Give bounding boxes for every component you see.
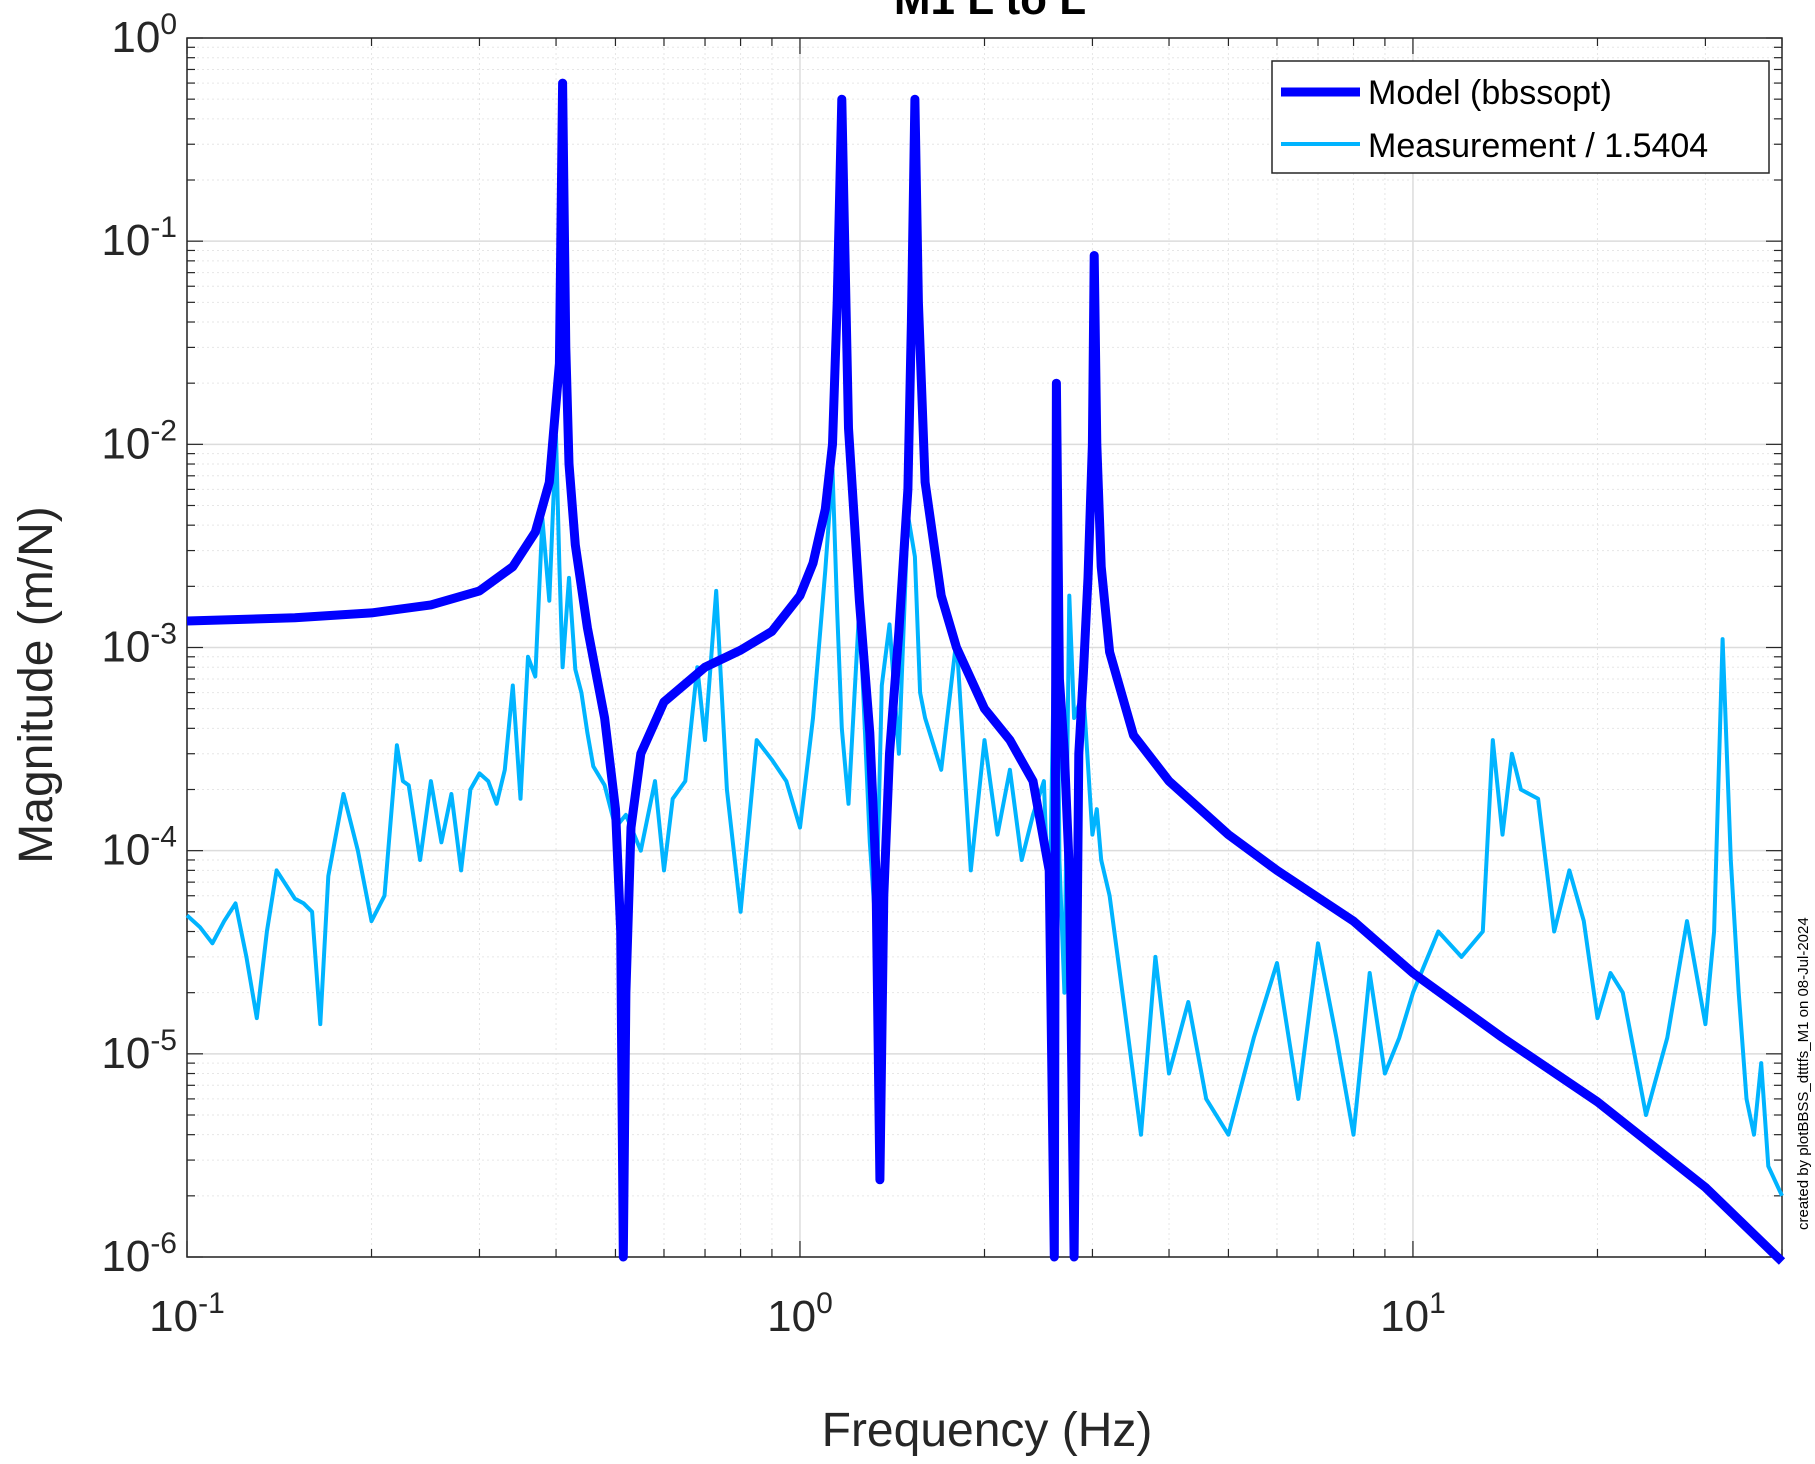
- series-line-measurement: [185, 433, 1784, 1197]
- x-tick-label: 101: [1380, 1287, 1446, 1341]
- legend-box: [1271, 60, 1770, 174]
- x-axis-label: Frequency (Hz): [822, 1404, 1153, 1457]
- legend-label-measurement: Measurement / 1.5404: [1368, 127, 1708, 165]
- x-tick-label: 100: [767, 1287, 833, 1341]
- legend-label-model: Model (bbssopt): [1368, 74, 1612, 112]
- legend: Model (bbssopt) Measurement / 1.5404: [1271, 60, 1770, 174]
- grid-lines: [186, 37, 1783, 1258]
- y-axis-label: Magnitude (m/N): [10, 506, 63, 863]
- y-tick-label: 10-3: [101, 618, 177, 672]
- tick-labels: 10-1 100 101 100 10-1 10-2 10-3 10-4 10-5 10-6: [101, 8, 1445, 1341]
- y-tick-label: 10-1: [101, 211, 177, 265]
- y-tick-label: 100: [111, 8, 177, 62]
- chart-title: M1 L to L: [894, 0, 1086, 24]
- side-note: created by plotBBSS_dtttfs_M1 on 08-Jul-…: [1795, 917, 1812, 1230]
- series-line-model: [186, 78, 1786, 1265]
- y-tick-label: 10-2: [101, 414, 177, 468]
- series-lines: [185, 78, 1786, 1265]
- x-tick-label: 10-1: [149, 1287, 225, 1341]
- y-tick-label: 10-6: [101, 1227, 177, 1281]
- y-tick-label: 10-5: [101, 1024, 177, 1078]
- y-tick-label: 10-4: [101, 821, 177, 875]
- axes: [186, 37, 1783, 1258]
